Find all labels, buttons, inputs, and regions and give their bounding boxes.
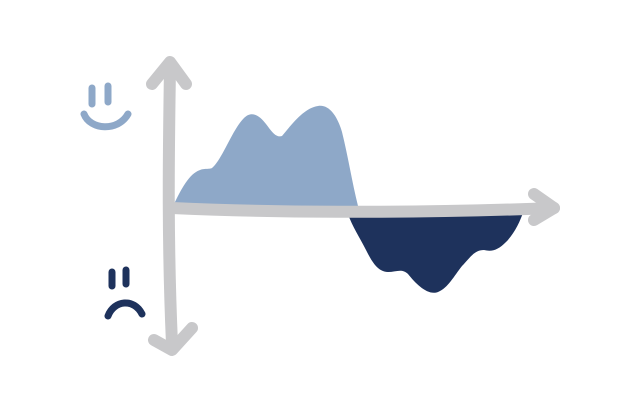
happy-face-smile [80, 110, 132, 131]
horizontal-axis-line [166, 202, 560, 218]
vertical-axis-line [162, 60, 178, 350]
sad-face-icon [104, 266, 146, 320]
up-arrowhead [146, 56, 192, 90]
horizontal-axis [166, 188, 560, 226]
vertical-axis [146, 56, 198, 356]
happy-face-icon [80, 82, 132, 131]
right-arrowhead [528, 188, 560, 226]
sad-face-frown [104, 299, 146, 320]
negative-area [348, 210, 524, 293]
positive-area [172, 105, 358, 212]
down-arrowhead [148, 322, 198, 356]
